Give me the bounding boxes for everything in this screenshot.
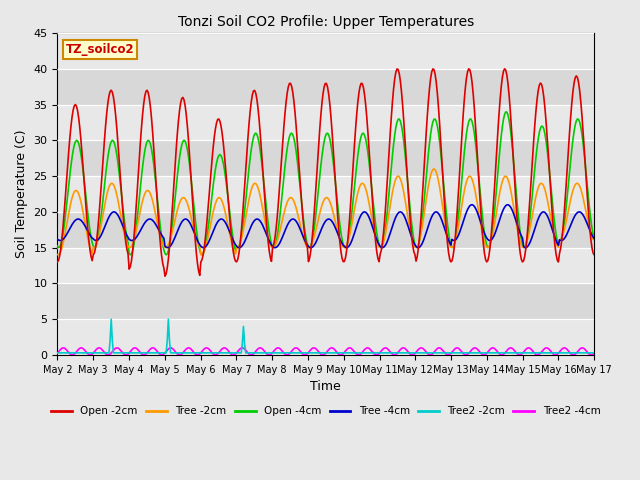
Bar bbox=[58, 248, 595, 284]
Title: Tonzi Soil CO2 Profile: Upper Temperatures: Tonzi Soil CO2 Profile: Upper Temperatur… bbox=[178, 15, 474, 29]
Bar bbox=[58, 176, 595, 212]
Bar bbox=[58, 284, 595, 319]
Legend: Open -2cm, Tree -2cm, Open -4cm, Tree -4cm, Tree2 -2cm, Tree2 -4cm: Open -2cm, Tree -2cm, Open -4cm, Tree -4… bbox=[47, 402, 605, 420]
Bar bbox=[58, 140, 595, 176]
Bar bbox=[58, 105, 595, 140]
Bar bbox=[58, 69, 595, 105]
Bar bbox=[58, 212, 595, 248]
Y-axis label: Soil Temperature (C): Soil Temperature (C) bbox=[15, 130, 28, 258]
Bar bbox=[58, 319, 595, 355]
X-axis label: Time: Time bbox=[310, 380, 341, 393]
Bar bbox=[58, 33, 595, 69]
Text: TZ_soilco2: TZ_soilco2 bbox=[65, 43, 134, 56]
